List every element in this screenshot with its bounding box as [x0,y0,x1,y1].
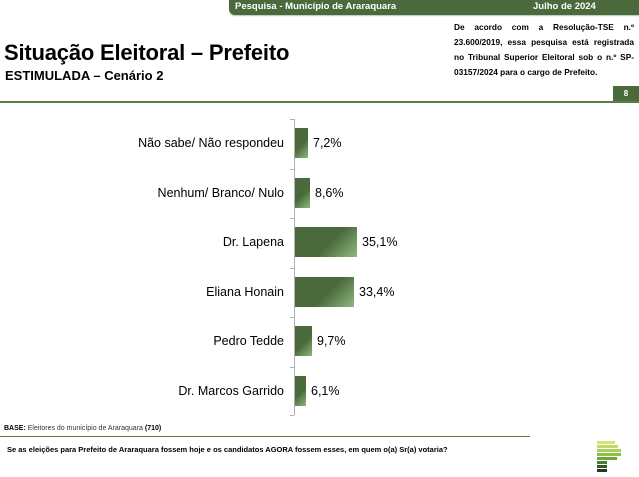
category-label: Nenhum/ Branco/ Nulo [157,185,284,200]
axis-tick [290,317,294,318]
bar [295,375,306,406]
category-label: Não sabe/ Não respondeu [138,136,284,150]
value-label: 8,6% [315,185,344,200]
bar [295,177,310,208]
category-label: Dr. Marcos Garrido [178,383,284,398]
category-label: Pedro Tedde [213,334,284,348]
page-subtitle: ESTIMULADA – Cenário 2 [5,68,164,83]
brand-logo-icon [597,441,623,473]
bar [295,276,354,307]
base-text: Eleitores do município de Araraquara [27,425,143,432]
category-label: Eliana Honain [206,284,284,299]
axis-tick [290,119,294,120]
bar [295,128,308,158]
page-title: Situação Eleitoral – Prefeito [4,40,290,65]
survey-question: Se as eleições para Prefeito de Araraqua… [7,445,448,454]
base-count: (710) [144,425,162,432]
chart-row: Eliana Honain 33,4% [0,276,639,307]
axis-tick [290,366,294,368]
value-label: 7,2% [313,136,342,150]
chart-row: Nenhum/ Branco/ Nulo 8,6% [0,177,639,208]
base-label: BASE: [4,425,26,432]
axis-tick [290,415,294,416]
chart-row: Não sabe/ Não respondeu 7,2% [0,128,639,158]
header-divider [0,101,639,103]
value-label: 33,4% [359,284,395,299]
category-label: Dr. Lapena [222,235,284,249]
date-label: Julho de 2024 [533,1,596,12]
chart-row: Pedro Tedde 9,7% [0,326,639,356]
bar [295,326,312,356]
value-label: 9,7% [317,334,346,348]
survey-label: Pesquisa - Município de Araraquara [235,1,397,12]
page-number: 8 [613,86,639,102]
axis-tick [290,218,294,219]
footer-divider [0,436,530,437]
axis-tick [290,267,294,269]
value-label: 6,1% [311,383,340,398]
category-axis [294,119,295,415]
header-bar: Pesquisa - Município de Araraquara Julho… [229,0,639,15]
base-note: BASE: Eleitores do município de Araraqua… [4,425,161,432]
axis-tick [290,168,294,170]
value-label: 35,1% [362,235,398,249]
chart-row: Dr. Lapena 35,1% [0,227,639,257]
bar-chart: Não sabe/ Não respondeu 7,2% Nenhum/ Branc… [0,118,639,418]
legal-notice: De acordo com a Resolução-TSE n.º 23.600… [454,22,634,77]
bar [295,227,357,257]
chart-row: Dr. Marcos Garrido 6,1% [0,375,639,406]
